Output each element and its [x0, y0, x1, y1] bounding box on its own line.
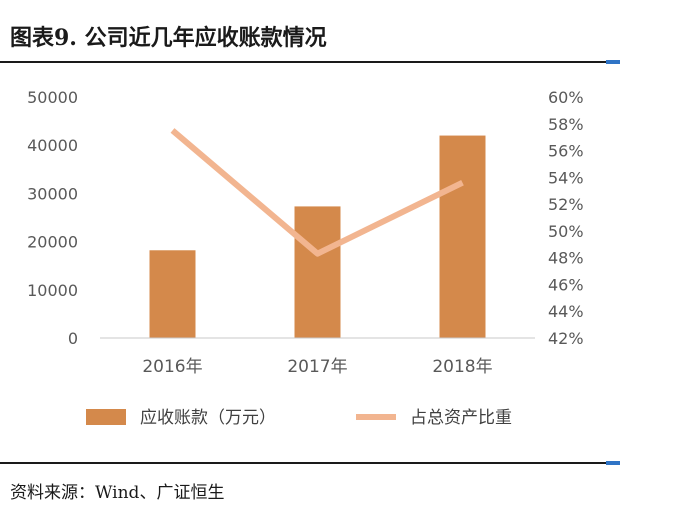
right-tick-label: 42% [548, 329, 584, 348]
category-label: 2016年 [142, 357, 202, 377]
left-tick-label: 50000 [27, 88, 78, 107]
category-label: 2018年 [432, 357, 492, 377]
left-tick-label: 30000 [27, 184, 78, 203]
right-tick-label: 50% [548, 222, 584, 241]
right-tick-label: 46% [548, 275, 584, 294]
source-note: 资料来源：Wind、广证恒生 [10, 483, 225, 503]
right-tick-label: 54% [548, 168, 584, 187]
category-labels: 2016年 2017年 2018年 [142, 357, 492, 377]
right-axis-ticks: 42% 44% 46% 48% 50% 52% 54% 56% 58% 60% [548, 88, 584, 348]
legend-bar-label: 应收账款（万元） [140, 408, 276, 428]
top-rule-accent [606, 60, 620, 64]
top-rule [0, 61, 620, 63]
left-tick-label: 0 [68, 329, 78, 348]
legend-line-swatch [356, 414, 396, 420]
legend-bar-swatch [86, 409, 126, 425]
right-tick-label: 56% [548, 142, 584, 161]
left-tick-label: 40000 [27, 136, 78, 155]
legend: 应收账款（万元） 占总资产比重 [86, 408, 512, 428]
left-tick-label: 20000 [27, 233, 78, 252]
bottom-rule [0, 462, 620, 464]
bar [294, 206, 341, 338]
bottom-rule-accent [606, 461, 620, 465]
right-tick-label: 60% [548, 88, 584, 107]
right-tick-label: 44% [548, 302, 584, 321]
bar-series [149, 135, 486, 338]
legend-line-label: 占总资产比重 [410, 408, 512, 428]
right-tick-label: 58% [548, 115, 584, 134]
left-axis-ticks: 0 10000 20000 30000 40000 50000 [27, 88, 78, 348]
figure-title: 图表9. 公司近几年应收账款情况 [10, 25, 327, 51]
right-tick-label: 52% [548, 195, 584, 214]
line-series [170, 128, 464, 257]
left-tick-label: 10000 [27, 281, 78, 300]
category-label: 2017年 [287, 357, 347, 377]
bar [149, 250, 196, 338]
bar [439, 135, 486, 338]
right-tick-label: 48% [548, 249, 584, 268]
